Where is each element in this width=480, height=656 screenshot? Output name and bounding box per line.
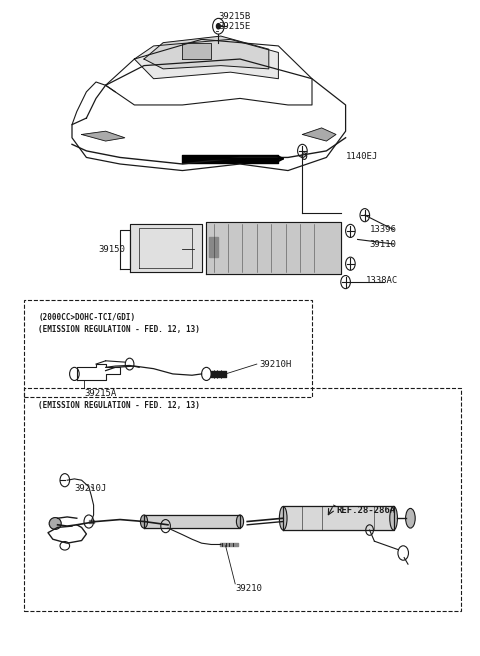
Polygon shape — [283, 506, 394, 530]
Text: 39110: 39110 — [370, 239, 396, 249]
Polygon shape — [206, 222, 341, 274]
Text: 1338AC: 1338AC — [366, 276, 398, 285]
Ellipse shape — [140, 515, 148, 528]
Polygon shape — [182, 43, 211, 59]
Text: 39150: 39150 — [98, 245, 125, 254]
Text: 39210J: 39210J — [74, 484, 107, 493]
Bar — [24, 388, 461, 611]
Text: 39215E: 39215E — [218, 22, 251, 31]
Text: 39210: 39210 — [235, 584, 262, 593]
Text: 13396: 13396 — [370, 225, 396, 234]
Polygon shape — [209, 237, 218, 257]
Circle shape — [216, 24, 220, 29]
Polygon shape — [144, 515, 240, 528]
Polygon shape — [134, 39, 278, 79]
Ellipse shape — [236, 515, 244, 528]
Text: 39215B: 39215B — [218, 12, 251, 21]
Text: (2000CC>DOHC-TCI/GDI): (2000CC>DOHC-TCI/GDI) — [38, 313, 135, 322]
Polygon shape — [302, 128, 336, 141]
Polygon shape — [144, 36, 269, 69]
Text: REF.28-286A: REF.28-286A — [336, 506, 395, 515]
Text: 39215A: 39215A — [84, 389, 116, 398]
Text: (EMISSION REGULATION - FED. 12, 13): (EMISSION REGULATION - FED. 12, 13) — [38, 401, 200, 411]
Ellipse shape — [406, 508, 415, 528]
Ellipse shape — [279, 506, 287, 530]
Text: (EMISSION REGULATION - FED. 12, 13): (EMISSION REGULATION - FED. 12, 13) — [38, 325, 200, 334]
Text: 39210H: 39210H — [259, 359, 291, 369]
Bar — [24, 300, 312, 397]
Polygon shape — [82, 131, 125, 141]
Text: 1140EJ: 1140EJ — [346, 152, 378, 161]
Ellipse shape — [49, 518, 61, 529]
Polygon shape — [130, 224, 202, 272]
Ellipse shape — [390, 506, 397, 530]
